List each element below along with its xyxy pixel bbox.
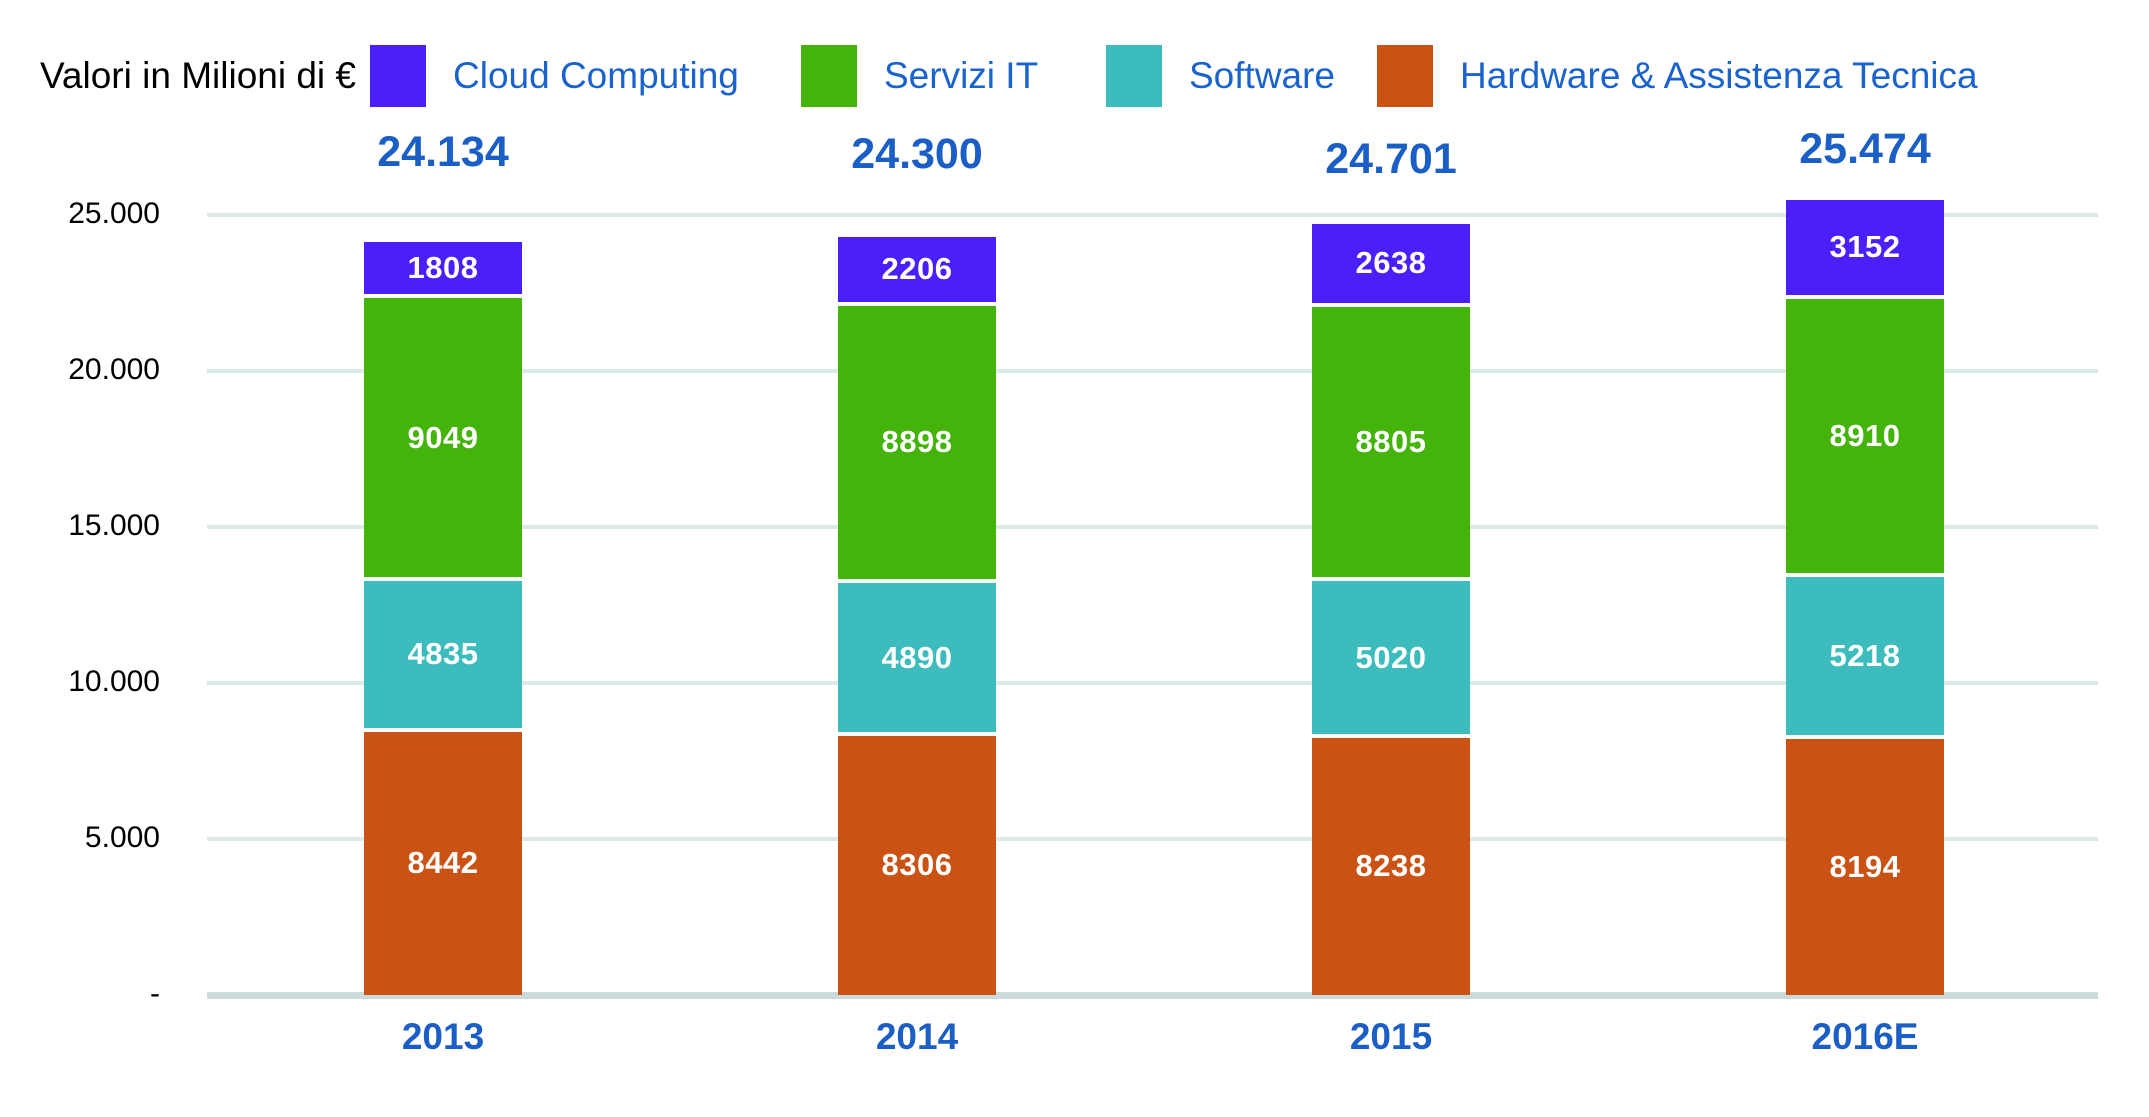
segment-servizi-it: 8910 [1786,298,1944,577]
gridline [207,525,2098,529]
segment-value: 4890 [881,639,953,675]
total-label: 25.474 [1799,125,1931,173]
segment-software: 4835 [364,580,522,732]
gridline [207,213,2098,217]
total-label: 24.701 [1325,135,1457,183]
y-tick-label: 15.000 [68,509,160,542]
x-category-label: 2016E [1811,1016,1919,1057]
segment-hardware-assistenza-tecnica: 8442 [364,731,522,995]
legend-item-hardware-assistenza: Hardware & Assistenza Tecnica [1377,45,1978,107]
segment-value: 9049 [407,419,479,455]
segment-value: 2206 [881,251,953,287]
gridline [207,681,2098,685]
legend-item-cloud-computing: Cloud Computing [370,45,739,107]
x-category-label: 2013 [401,1016,485,1057]
segment-value: 3152 [1829,229,1901,265]
segment-cloud-computing: 2206 [838,236,996,306]
hardware-assistenza-swatch-icon [1377,45,1433,107]
segment-value: 2638 [1355,245,1427,281]
segment-cloud-computing: 3152 [1786,200,1944,299]
segment-value: 8194 [1829,849,1901,885]
segment-servizi-it: 8898 [838,305,996,584]
segment-value: 5218 [1829,637,1901,673]
servizi-it-swatch-icon [801,45,857,107]
segment-value: 8306 [881,847,953,883]
segment-value: 8805 [1355,423,1427,459]
x-axis-baseline [207,991,2098,999]
segment-value: 1808 [407,250,479,286]
legend-label: Hardware & Assistenza Tecnica [1460,55,1978,96]
legend-label: Software [1189,55,1336,96]
software-swatch-icon [1106,45,1162,107]
segment-cloud-computing: 1808 [364,242,522,299]
y-tick-label: 25.000 [68,197,160,230]
legend-item-software: Software [1106,45,1335,107]
total-label: 24.300 [851,130,983,178]
segment-value: 8442 [407,845,479,881]
y-tick-label: 20.000 [68,353,160,386]
gridline [207,837,2098,841]
segment-hardware-assistenza-tecnica: 8238 [1312,737,1470,995]
gridline [207,369,2098,373]
segment-value: 4835 [407,636,479,672]
legend-item-servizi-it: Servizi IT [801,45,1038,107]
legend-label: Cloud Computing [453,55,739,96]
x-category-label: 2014 [875,1016,959,1057]
segment-value: 5020 [1355,639,1427,675]
cloud-computing-swatch-icon [370,45,426,107]
unit-note: Valori in Milioni di € [40,55,356,96]
segment-value: 8910 [1829,417,1901,453]
segment-value: 8898 [881,424,953,460]
segment-software: 4890 [838,583,996,736]
y-tick-label: 10.000 [68,665,160,698]
segment-hardware-assistenza-tecnica: 8306 [838,735,996,995]
segment-software: 5020 [1312,581,1470,738]
segment-servizi-it: 8805 [1312,306,1470,582]
segment-cloud-computing: 2638 [1312,224,1470,307]
y-tick-label: - [150,977,160,1010]
segment-hardware-assistenza-tecnica: 8194 [1786,739,1944,995]
legend-label: Servizi IT [884,55,1039,96]
segment-software: 5218 [1786,576,1944,740]
total-label: 24.134 [377,128,509,176]
y-tick-label: 5.000 [84,821,160,854]
segment-value: 8238 [1355,848,1427,884]
segment-servizi-it: 9049 [364,298,522,581]
x-category-label: 2015 [1349,1016,1433,1057]
